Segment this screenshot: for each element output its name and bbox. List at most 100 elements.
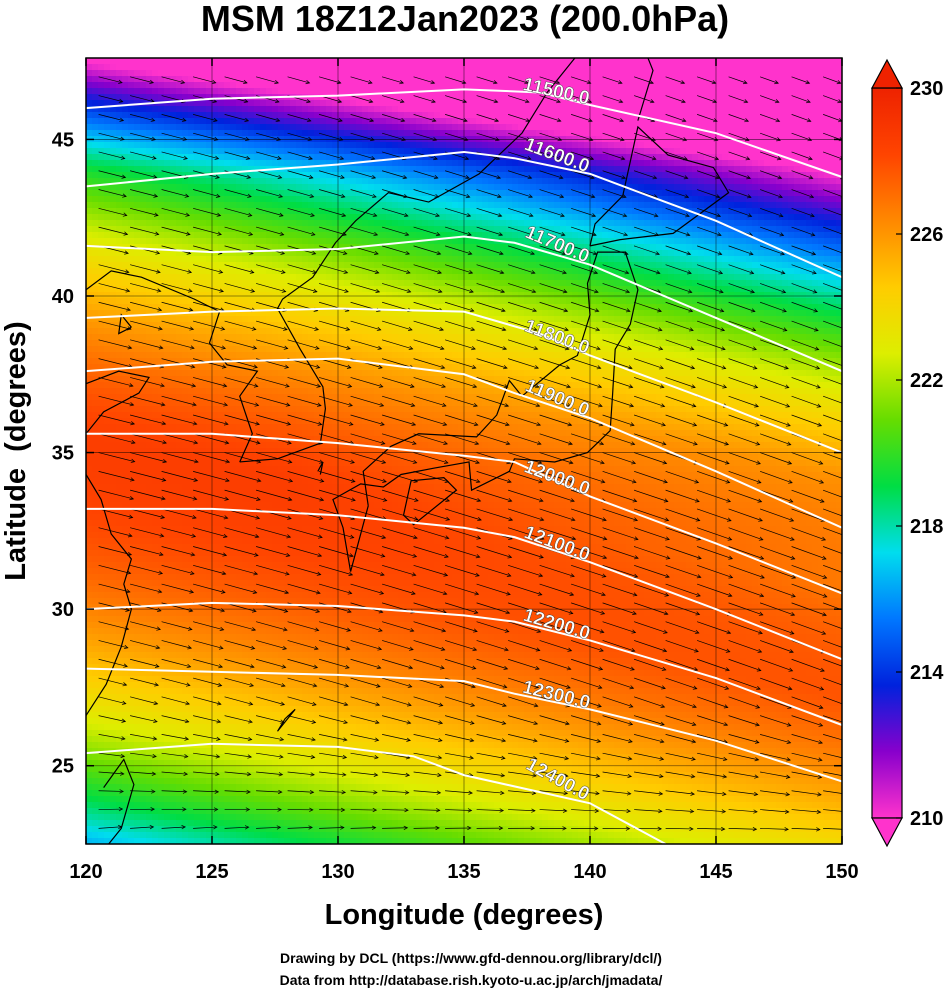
field-cell — [602, 94, 609, 101]
field-cell — [248, 196, 255, 203]
field-cell — [800, 196, 807, 203]
field-cell — [332, 238, 339, 245]
field-cell — [566, 238, 573, 245]
field-cell — [314, 154, 321, 161]
field-cell — [464, 64, 471, 71]
field-cell — [278, 130, 285, 137]
field-cell — [476, 118, 483, 125]
field-cell — [506, 214, 513, 221]
field-cell — [218, 130, 225, 137]
field-cell — [824, 148, 831, 155]
field-cell — [680, 184, 687, 191]
field-cell — [518, 142, 525, 149]
field-cell — [728, 226, 735, 233]
field-cell — [446, 268, 453, 275]
field-cell — [206, 70, 213, 77]
field-cell — [134, 268, 141, 275]
field-cell — [698, 196, 705, 203]
field-cell — [422, 64, 429, 71]
field-cell — [308, 178, 315, 185]
field-cell — [326, 184, 333, 191]
field-cell — [764, 70, 771, 77]
field-cell — [692, 112, 699, 119]
field-cell — [512, 142, 519, 149]
field-cell — [608, 220, 615, 227]
field-cell — [200, 64, 207, 71]
field-cell — [452, 214, 459, 221]
field-cell — [110, 202, 117, 209]
field-cell — [122, 82, 129, 89]
field-cell — [716, 172, 723, 179]
field-cell — [230, 202, 237, 209]
field-cell — [284, 76, 291, 83]
field-cell — [464, 76, 471, 83]
field-cell — [632, 226, 639, 233]
field-cell — [614, 226, 621, 233]
field-cell — [110, 64, 117, 71]
field-cell — [224, 178, 231, 185]
field-cell — [638, 274, 645, 281]
field-cell — [740, 178, 747, 185]
field-cell — [476, 208, 483, 215]
field-cell — [128, 190, 135, 197]
field-cell — [824, 250, 831, 257]
field-cell — [824, 154, 831, 161]
field-cell — [554, 208, 561, 215]
field-cell — [440, 196, 447, 203]
field-cell — [668, 238, 675, 245]
field-cell — [470, 220, 477, 227]
field-cell — [200, 70, 207, 77]
field-cell — [686, 112, 693, 119]
field-cell — [392, 100, 399, 107]
field-cell — [464, 58, 471, 65]
field-cell — [320, 94, 327, 101]
field-cell — [410, 142, 417, 149]
field-cell — [290, 142, 297, 149]
field-cell — [242, 220, 249, 227]
field-cell — [416, 160, 423, 167]
field-cell — [296, 184, 303, 191]
field-cell — [674, 160, 681, 167]
field-cell — [542, 154, 549, 161]
field-cell — [488, 274, 495, 281]
field-cell — [380, 178, 387, 185]
field-cell — [110, 160, 117, 167]
field-cell — [698, 286, 705, 293]
field-cell — [356, 88, 363, 95]
field-cell — [746, 208, 753, 215]
field-cell — [638, 142, 645, 149]
field-cell — [782, 112, 789, 119]
field-cell — [332, 58, 339, 65]
field-cell — [782, 166, 789, 173]
field-cell — [122, 100, 129, 107]
field-cell — [662, 232, 669, 239]
field-cell — [812, 190, 819, 197]
field-cell — [356, 148, 363, 155]
field-cell — [116, 220, 123, 227]
field-cell — [302, 82, 309, 89]
field-cell — [716, 166, 723, 173]
field-cell — [344, 148, 351, 155]
field-cell — [722, 154, 729, 161]
field-cell — [536, 82, 543, 89]
field-cell — [692, 190, 699, 197]
field-cell — [482, 148, 489, 155]
field-cell — [716, 94, 723, 101]
field-cell — [422, 196, 429, 203]
field-cell — [836, 142, 842, 149]
field-cell — [158, 118, 165, 125]
field-cell — [740, 124, 747, 131]
field-cell — [98, 190, 105, 197]
field-cell — [470, 232, 477, 239]
field-cell — [260, 112, 267, 119]
field-cell — [440, 124, 447, 131]
field-cell — [272, 58, 279, 65]
field-cell — [518, 124, 525, 131]
field-cell — [560, 100, 567, 107]
field-cell — [476, 130, 483, 137]
field-cell — [512, 286, 519, 293]
field-cell — [518, 280, 525, 287]
field-cell — [134, 220, 141, 227]
field-cell — [662, 280, 669, 287]
field-cell — [464, 262, 471, 269]
